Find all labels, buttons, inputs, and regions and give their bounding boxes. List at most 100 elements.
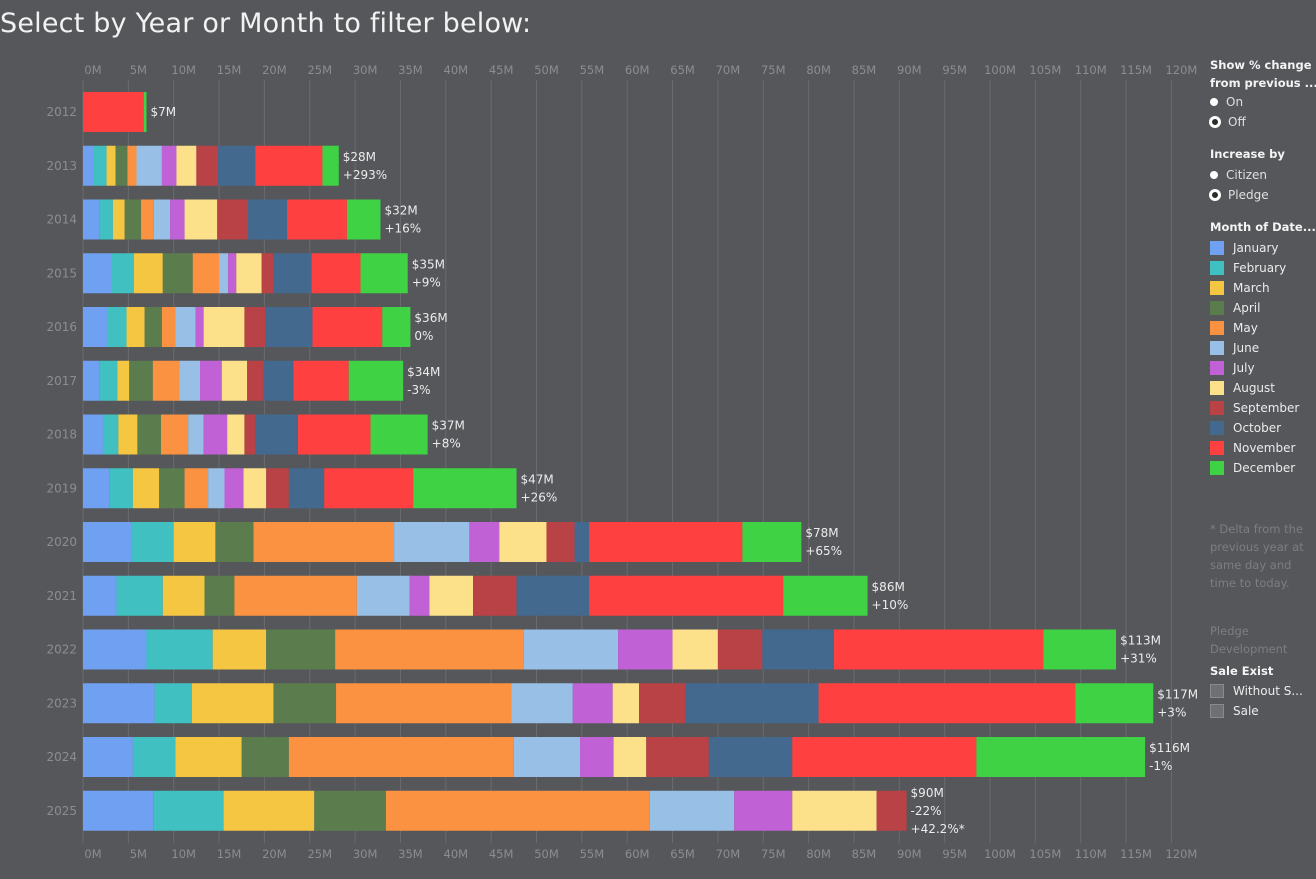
bar-segment-january[interactable] bbox=[83, 575, 117, 616]
month-legend-item-july[interactable]: July bbox=[1210, 358, 1316, 378]
bar-segment-march[interactable] bbox=[117, 360, 130, 401]
bar-segment-april[interactable] bbox=[159, 468, 185, 509]
bar-segment-june[interactable] bbox=[219, 253, 229, 294]
bar-segment-january[interactable] bbox=[83, 414, 103, 455]
bar-segment-february[interactable] bbox=[109, 468, 133, 509]
bar-segment-december[interactable] bbox=[143, 92, 147, 132]
bar-segment-may[interactable] bbox=[184, 468, 209, 509]
bar-segment-june[interactable] bbox=[511, 683, 573, 724]
bar-segment-june[interactable] bbox=[649, 790, 735, 831]
bar-segment-june[interactable] bbox=[394, 522, 470, 562]
bar-segment-november[interactable] bbox=[312, 307, 383, 347]
bar-segment-july[interactable] bbox=[469, 522, 500, 562]
bar-segment-january[interactable] bbox=[83, 307, 108, 347]
bar-segment-january[interactable] bbox=[83, 199, 100, 240]
month-legend-item-april[interactable]: April bbox=[1210, 298, 1316, 318]
bar-segment-november[interactable] bbox=[833, 629, 1044, 670]
bar-segment-july[interactable] bbox=[734, 790, 793, 831]
bar-segment-february[interactable] bbox=[116, 575, 163, 616]
bar-segment-december[interactable] bbox=[360, 253, 408, 294]
bar-segment-november[interactable] bbox=[818, 683, 1076, 724]
bar-segment-april[interactable] bbox=[137, 414, 162, 455]
bar-segment-august[interactable] bbox=[499, 522, 547, 562]
bar-segment-december[interactable] bbox=[346, 199, 381, 240]
bar-segment-december[interactable] bbox=[370, 414, 428, 455]
bar-segment-october[interactable] bbox=[218, 145, 256, 186]
bar-segment-november[interactable] bbox=[297, 414, 371, 455]
show-change-option-on[interactable]: On bbox=[1210, 92, 1316, 112]
bar-segment-april[interactable] bbox=[124, 199, 142, 240]
bar-segment-july[interactable] bbox=[170, 199, 185, 240]
increase-by-option-citizen[interactable]: Citizen bbox=[1210, 165, 1316, 185]
year-axis-label[interactable]: 2018 bbox=[46, 428, 77, 442]
bar-segment-may[interactable] bbox=[288, 737, 514, 777]
bar-segment-february[interactable] bbox=[102, 414, 119, 455]
bar-segment-april[interactable] bbox=[204, 575, 235, 616]
sale-exist-item-without[interactable]: Without S... bbox=[1210, 681, 1316, 701]
bar-segment-january[interactable] bbox=[83, 629, 147, 670]
bar-segment-august[interactable] bbox=[221, 360, 248, 401]
bar-segment-august[interactable] bbox=[227, 414, 245, 455]
month-legend-item-may[interactable]: May bbox=[1210, 318, 1316, 338]
bar-segment-march[interactable] bbox=[132, 468, 160, 509]
show-change-option-off[interactable]: Off bbox=[1209, 112, 1316, 132]
bar-segment-january[interactable] bbox=[83, 737, 133, 777]
bar-segment-october[interactable] bbox=[762, 629, 834, 670]
bar-segment-june[interactable] bbox=[153, 199, 171, 240]
bar-segment-june[interactable] bbox=[523, 629, 619, 670]
bar-segment-january[interactable] bbox=[83, 683, 155, 724]
year-axis-label[interactable]: 2020 bbox=[46, 535, 77, 549]
bar-segment-april[interactable] bbox=[129, 360, 153, 401]
bar-segment-september[interactable] bbox=[638, 683, 686, 724]
bar-segment-november[interactable] bbox=[589, 575, 784, 616]
bar-segment-march[interactable] bbox=[191, 683, 274, 724]
bar-segment-november[interactable] bbox=[589, 522, 743, 562]
bar-segment-january[interactable] bbox=[83, 360, 100, 401]
bar-segment-january[interactable] bbox=[83, 468, 110, 509]
bar-segment-november[interactable] bbox=[255, 145, 323, 186]
bar-segment-july[interactable] bbox=[228, 253, 237, 294]
bar-segment-november[interactable] bbox=[293, 360, 349, 401]
bar-segment-may[interactable] bbox=[161, 307, 176, 347]
bar-segment-february[interactable] bbox=[131, 522, 174, 562]
bar-segment-february[interactable] bbox=[92, 145, 107, 186]
bar-segment-april[interactable] bbox=[273, 683, 337, 724]
bar-segment-april[interactable] bbox=[162, 253, 193, 294]
month-legend-item-august[interactable]: August bbox=[1210, 378, 1316, 398]
bar-segment-march[interactable] bbox=[106, 145, 116, 186]
bar-segment-october[interactable] bbox=[708, 737, 793, 777]
year-axis-label[interactable]: 2021 bbox=[46, 589, 77, 603]
bar-segment-september[interactable] bbox=[646, 737, 709, 777]
month-legend-item-september[interactable]: September bbox=[1210, 398, 1316, 418]
bar-segment-february[interactable] bbox=[132, 737, 176, 777]
bar-segment-september[interactable] bbox=[876, 790, 907, 831]
radio-icon[interactable] bbox=[1210, 98, 1218, 106]
bar-segment-august[interactable] bbox=[203, 307, 245, 347]
year-axis-label[interactable]: 2014 bbox=[46, 213, 77, 227]
radio-selected-icon[interactable] bbox=[1209, 116, 1221, 128]
bar-segment-march[interactable] bbox=[118, 414, 138, 455]
bar-segment-may[interactable] bbox=[385, 790, 650, 831]
bar-segment-may[interactable] bbox=[234, 575, 357, 616]
bar-segment-december[interactable] bbox=[976, 737, 1146, 777]
bar-segment-august[interactable] bbox=[184, 199, 218, 240]
bar-segment-july[interactable] bbox=[195, 307, 204, 347]
bar-segment-july[interactable] bbox=[572, 683, 613, 724]
month-legend-item-february[interactable]: February bbox=[1210, 258, 1316, 278]
bar-segment-october[interactable] bbox=[273, 253, 312, 294]
year-axis-label[interactable]: 2016 bbox=[46, 320, 77, 334]
bar-segment-march[interactable] bbox=[112, 199, 125, 240]
increase-by-option-pledge[interactable]: Pledge bbox=[1209, 185, 1316, 205]
bar-segment-may[interactable] bbox=[192, 253, 220, 294]
bar-segment-may[interactable] bbox=[253, 522, 395, 562]
bar-segment-july[interactable] bbox=[580, 737, 614, 777]
bar-segment-november[interactable] bbox=[83, 92, 144, 132]
bar-segment-august[interactable] bbox=[792, 790, 877, 831]
bar-segment-february[interactable] bbox=[107, 307, 127, 347]
bar-segment-april[interactable] bbox=[115, 145, 128, 186]
bar-segment-august[interactable] bbox=[612, 683, 639, 724]
bar-segment-august[interactable] bbox=[429, 575, 474, 616]
bar-segment-june[interactable] bbox=[179, 360, 201, 401]
bar-segment-february[interactable] bbox=[146, 629, 213, 670]
bar-segment-october[interactable] bbox=[265, 307, 313, 347]
